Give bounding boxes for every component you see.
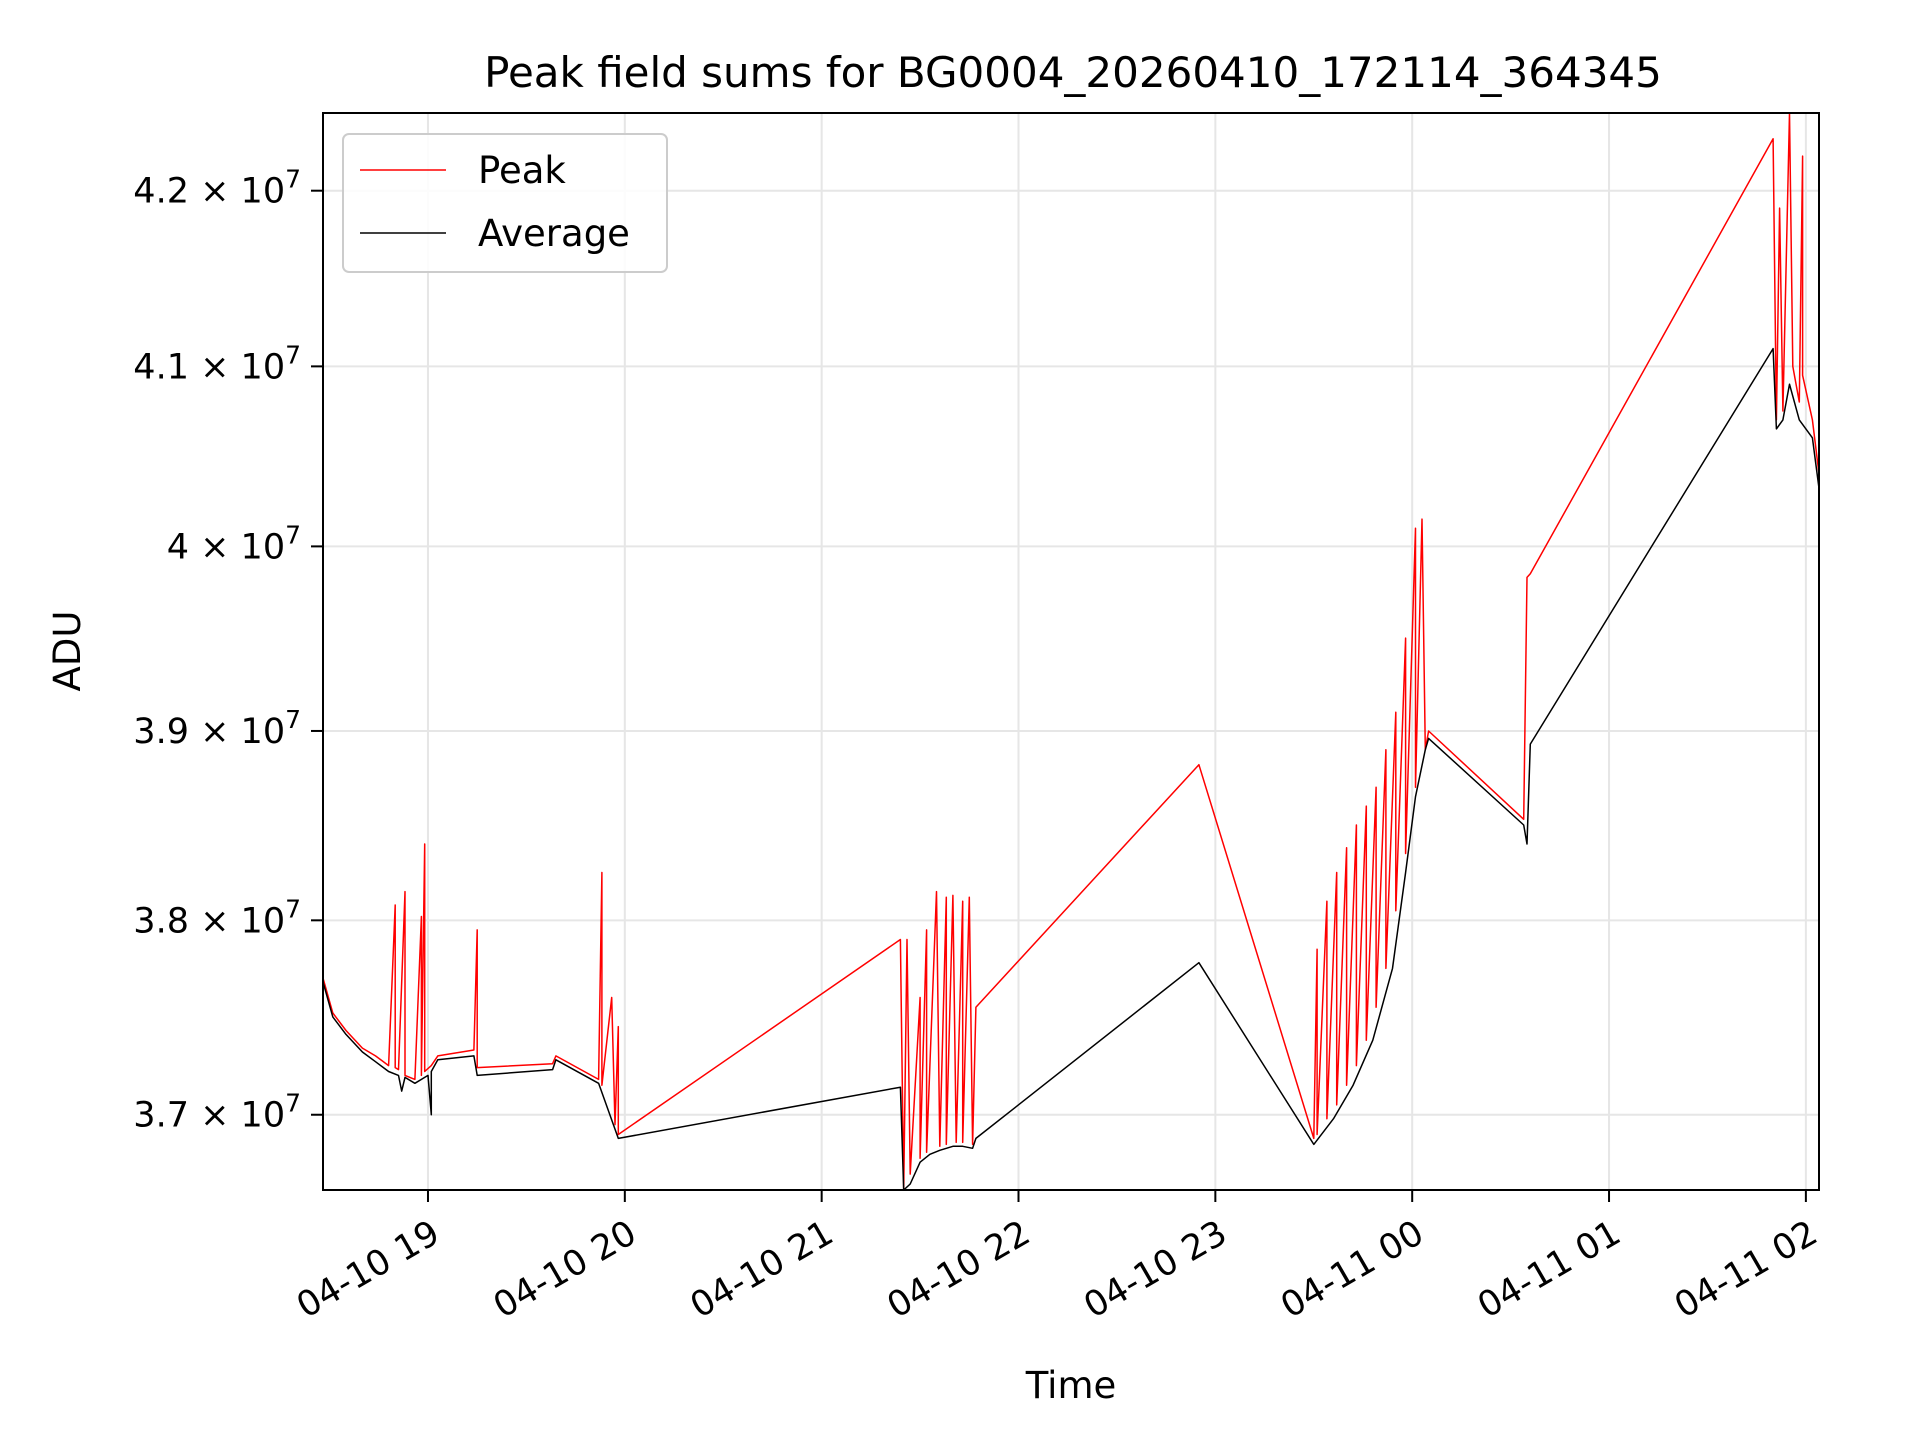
legend-box: [342, 133, 668, 273]
y-tick-mantissa: 3.8: [133, 901, 189, 941]
y-tick-label: 3.8 × 107: [133, 894, 301, 941]
y-tick-exponent: 7: [285, 894, 301, 923]
y-tick-times: × 10: [189, 712, 285, 752]
y-tick-exponent: 7: [285, 520, 301, 549]
y-tick-mantissa: 4.1: [133, 347, 189, 387]
y-tick-times: × 10: [189, 1096, 285, 1136]
y-tick-times: × 10: [189, 347, 285, 387]
series-line-peak: [323, 113, 1819, 1190]
y-tick-times: × 10: [189, 172, 285, 212]
legend: Peak Average: [342, 133, 668, 273]
y-tick-times: × 10: [189, 901, 285, 941]
series-line-average: [323, 347, 1819, 1190]
series-layer: [323, 113, 1819, 1190]
legend-label-peak: Peak: [478, 149, 566, 192]
x-axis-label: Time: [1025, 1364, 1117, 1407]
y-tick-exponent: 7: [285, 165, 301, 194]
y-axis-label: ADU: [46, 611, 89, 692]
legend-label-average: Average: [478, 212, 630, 255]
y-tick-label: 3.7 × 107: [133, 1089, 301, 1136]
y-tick-label: 4.2 × 107: [133, 165, 301, 212]
y-tick-exponent: 7: [285, 1089, 301, 1118]
y-tick-mantissa: 3.7: [133, 1096, 189, 1136]
y-tick-times: × 10: [189, 527, 285, 567]
y-tick-exponent: 7: [285, 705, 301, 734]
chart-title: Peak field sums for BG0004_20260410_1721…: [484, 48, 1662, 97]
y-tick-mantissa: 3.9: [133, 712, 189, 752]
y-tick-label: 4.1 × 107: [133, 340, 301, 387]
grid: [323, 113, 1819, 1190]
y-tick-label: 4 × 107: [167, 520, 301, 567]
y-tick-mantissa: 4.2: [133, 172, 189, 212]
plot-frame: [322, 112, 1820, 1191]
y-tick-exponent: 7: [285, 340, 301, 369]
y-tick-mantissa: 4: [167, 527, 189, 567]
y-tick-label: 3.9 × 107: [133, 705, 301, 752]
